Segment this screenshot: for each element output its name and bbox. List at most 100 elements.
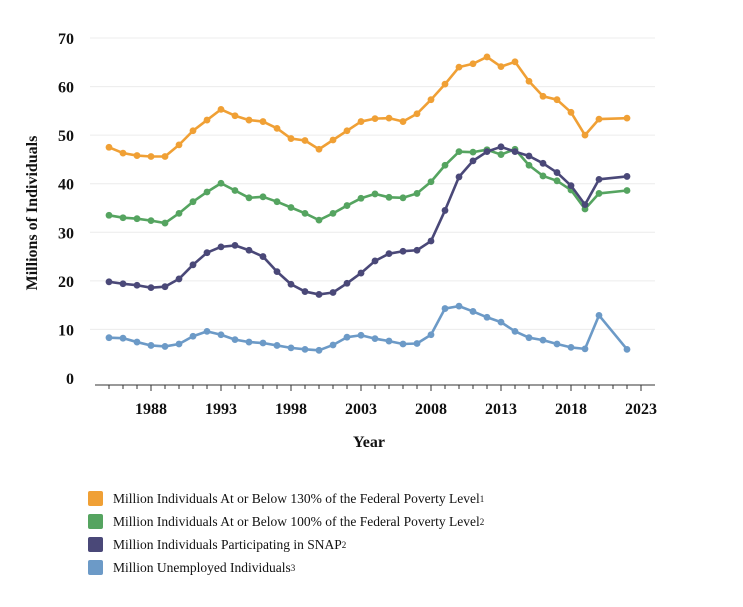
data-point: [427, 237, 435, 245]
data-point: [413, 246, 421, 254]
data-point: [413, 190, 421, 197]
data-point: [483, 53, 491, 61]
data-point: [553, 177, 561, 185]
data-point: [259, 118, 267, 125]
x-tick-label: 1988: [135, 401, 167, 418]
y-tick-label: 30: [58, 225, 74, 242]
data-point: [133, 338, 141, 346]
grid-lines: [90, 37, 655, 330]
data-point: [175, 209, 183, 217]
data-point: [273, 124, 281, 132]
data-point: [161, 219, 169, 227]
data-point: [455, 302, 463, 310]
data-point: [623, 114, 631, 122]
y-tick-label: 40: [58, 177, 74, 194]
data-point: [483, 313, 491, 321]
data-point: [315, 291, 323, 298]
data-point: [175, 141, 183, 149]
data-point: [371, 115, 379, 123]
data-point: [623, 345, 631, 353]
data-point: [203, 249, 211, 257]
data-point: [245, 338, 253, 346]
x-axis-label: Year: [353, 434, 385, 451]
data-point: [245, 116, 253, 124]
data-point: [441, 305, 449, 312]
data-point: [301, 137, 309, 144]
y-axis-ticks: 0 10 20 30 40 50 60 70: [58, 31, 74, 388]
data-point: [245, 246, 253, 254]
data-point: [231, 336, 239, 344]
data-point: [581, 131, 589, 139]
data-point: [301, 209, 309, 217]
data-point: [189, 198, 197, 206]
data-point: [371, 335, 379, 343]
data-point: [161, 153, 169, 160]
data-point: [343, 202, 351, 209]
legend-swatch: [88, 537, 103, 552]
data-point: [567, 344, 575, 351]
data-point: [525, 161, 533, 169]
data-point: [287, 344, 295, 352]
data-point: [189, 261, 197, 269]
data-point: [595, 115, 603, 123]
data-point: [217, 106, 225, 113]
x-tick-label: 1998: [275, 401, 307, 418]
series-1: [105, 53, 631, 160]
data-point: [245, 194, 253, 202]
data-point: [133, 152, 141, 159]
data-point: [105, 334, 113, 342]
legend: Million Individuals At or Below 130% of …: [88, 487, 484, 579]
data-point: [105, 278, 113, 286]
data-point: [287, 135, 295, 142]
data-point: [413, 340, 421, 347]
data-point: [357, 118, 365, 125]
data-point: [315, 346, 323, 354]
data-point: [553, 169, 561, 176]
data-point: [399, 194, 407, 202]
legend-label: Million Individuals At or Below 100% of …: [113, 513, 480, 529]
data-point: [567, 108, 575, 116]
data-point: [329, 136, 337, 144]
data-point: [595, 175, 603, 183]
data-point: [455, 63, 463, 71]
data-point: [483, 148, 491, 156]
legend-label: Million Unemployed Individuals: [113, 559, 291, 575]
data-point: [231, 187, 239, 194]
data-point: [217, 179, 225, 187]
data-point: [525, 152, 533, 160]
legend-item-unemployed: Million Unemployed Individuals 3: [88, 556, 484, 579]
data-point: [357, 269, 365, 277]
data-point: [329, 341, 337, 349]
data-point: [525, 334, 533, 342]
y-tick-label: 50: [58, 128, 74, 145]
data-point: [371, 190, 379, 198]
data-point: [357, 194, 365, 202]
x-tick-label: 2003: [345, 401, 377, 418]
data-point: [343, 279, 351, 287]
data-point: [147, 342, 155, 349]
data-point: [441, 80, 449, 88]
data-point: [301, 345, 309, 353]
data-point: [469, 308, 477, 315]
data-point: [385, 114, 393, 122]
data-point: [427, 178, 435, 186]
data-point: [315, 216, 323, 224]
data-point: [567, 182, 575, 190]
data-point: [441, 207, 449, 214]
y-tick-label: 0: [66, 371, 74, 388]
data-point: [287, 280, 295, 288]
data-point: [497, 63, 505, 71]
data-point: [525, 77, 533, 85]
data-point: [175, 275, 183, 283]
data-point: [259, 339, 267, 347]
data-point: [175, 340, 183, 348]
data-point: [189, 127, 197, 135]
data-point: [119, 334, 127, 342]
data-point: [581, 345, 589, 353]
data-point: [399, 340, 407, 348]
data-point: [469, 60, 477, 68]
data-point: [161, 283, 169, 291]
data-point: [203, 188, 211, 196]
legend-swatch: [88, 491, 103, 506]
data-point: [119, 280, 127, 288]
